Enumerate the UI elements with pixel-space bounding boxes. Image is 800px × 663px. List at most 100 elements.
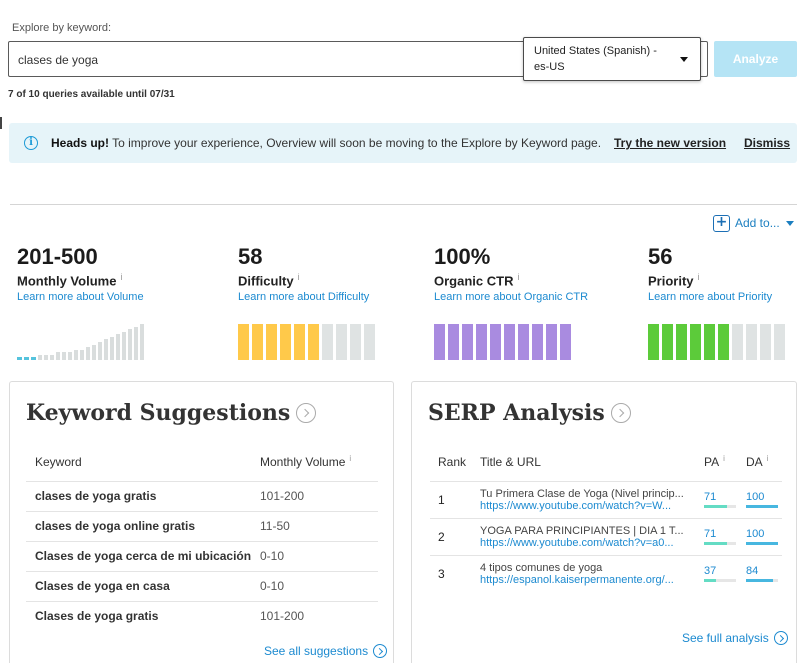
volume-bar [80,350,84,360]
see-all-suggestions-link[interactable]: See all suggestions [264,644,388,658]
card-title[interactable]: Keyword Suggestions [26,400,317,426]
query-quota: 7 of 10 queries available until 07/31 [8,89,175,100]
meter-segment [294,324,305,360]
table-row[interactable]: 2 YOGA PARA PRINCIPIANTES | DIA 1 T... htt… [430,517,782,555]
pa-value[interactable]: 37 [704,565,717,578]
card-title[interactable]: SERP Analysis [428,400,631,426]
volume-bar [110,337,114,360]
pa-cell: 71 [704,480,746,518]
chevron-right-icon[interactable] [296,403,317,423]
pa-value[interactable]: 71 [704,528,717,540]
serp-rows: 1 Tu Primera Clase de Yoga (Nivel princip… [430,480,782,592]
learn-more-link[interactable]: Learn more about Difficulty [238,291,370,304]
metric-label-text: Monthly Volume [17,273,117,289]
meter-segment [676,324,687,360]
see-all-suggestions-text: See all suggestions [264,644,369,658]
table-row[interactable]: Clases de yoga cerca de mi ubicación 0-10 [26,540,378,571]
da-value[interactable]: 100 [746,491,765,503]
info-icon[interactable]: i [517,272,520,282]
info-icon[interactable]: i [349,454,352,464]
volume-bar [116,334,120,360]
meter-segment [504,324,515,360]
column-pa[interactable]: PA i [704,443,746,481]
volume-bar [62,352,66,360]
learn-more-link[interactable]: Learn more about Priority [648,291,773,304]
metric-organic-ctr: 100% Organic CTR i Learn more about Organ… [434,244,588,303]
chevron-right-icon[interactable] [610,403,631,423]
locale-select[interactable]: United States (Spanish) - es-US [523,37,701,81]
table-row[interactable]: Clases de yoga gratis 101-200 [26,600,378,631]
keyword-suggestions-rows: clases de yoga gratis 101-200 clases de yo… [26,480,378,631]
column-rank[interactable]: Rank [438,454,467,469]
add-to-dropdown[interactable]: + Add to... [713,213,794,233]
table-row[interactable]: Clases de yoga en casa 0-10 [26,570,378,601]
learn-more-link[interactable]: Learn more about Volume [17,291,144,304]
meter-segment [308,324,319,360]
result-title[interactable]: YOGA PARA PRINCIPIANTES | DIA 1 T... [480,524,684,537]
da-value[interactable]: 84 [746,565,759,578]
info-icon[interactable]: i [697,272,700,282]
difficulty-meter [238,322,375,360]
learn-more-link[interactable]: Learn more about Organic CTR [434,291,589,304]
pa-value[interactable]: 71 [704,491,717,503]
column-keyword[interactable]: Keyword [35,454,82,469]
banner-heading: Heads up! [51,136,110,150]
volume-bar [134,327,138,360]
pa-bar [704,542,736,545]
column-da[interactable]: DA i [746,443,782,481]
serp-analysis-card: SERP Analysis Rank Title & URL PA i DA i 1… [411,381,797,663]
plus-icon: + [713,214,730,232]
pa-bar-fill [704,579,716,583]
add-to-label: Add to... [735,216,780,230]
meter-segment [718,324,729,360]
pa-bar-fill [704,505,727,508]
table-row[interactable]: clases de yoga online gratis 11-50 [26,510,378,541]
meter-segment [746,324,757,360]
keyword-cell: Clases de yoga cerca de mi ubicación [26,540,260,571]
table-row[interactable]: clases de yoga gratis 101-200 [26,480,378,511]
result-url[interactable]: https://www.youtube.com/watch?v=a0... [480,536,674,549]
volume-bar [104,339,108,360]
result-url[interactable]: https://www.youtube.com/watch?v=W... [480,499,672,512]
heads-up-banner: i Heads up! To improve your experience, … [9,123,797,163]
column-monthly-volume[interactable]: Monthly Volume i [260,443,378,481]
info-icon[interactable]: i [723,454,725,464]
metric-label: Difficulty i [238,272,369,288]
try-new-version-link[interactable]: Try the new version [614,136,727,150]
info-icon[interactable]: i [297,272,300,282]
meter-segment [336,324,347,360]
column-title-url[interactable]: Title & URL [480,454,541,469]
meter-segment [462,324,473,360]
title-url-cell: Tu Primera Clase de Yoga (Nivel princip.… [480,480,704,518]
meter-segment [532,324,543,360]
meter-segment [648,324,659,360]
volume-bar [50,355,54,360]
info-icon[interactable]: i [766,454,769,464]
rank-cell: 2 [430,517,480,555]
see-full-analysis-link[interactable]: See full analysis [682,631,788,645]
volume-bar [128,329,132,360]
info-icon[interactable]: i [120,272,123,282]
da-bar [746,505,778,508]
keyword-search-input[interactable] [18,53,518,67]
volume-bar [98,342,102,360]
pa-cell: 71 [704,517,746,555]
keyword-cell: clases de yoga online gratis [26,510,260,541]
meter-segment [662,324,673,360]
da-value[interactable]: 100 [746,528,765,540]
meter-segment [732,324,743,360]
dismiss-link[interactable]: Dismiss [744,136,791,150]
volume-bar [56,352,60,360]
meter-segment [322,324,333,360]
analyze-button[interactable]: Analyze [714,41,797,77]
result-title[interactable]: 4 tipos comunes de yoga [480,561,603,574]
volume-cell: 11-50 [260,510,378,541]
title-url-cell: 4 tipos comunes de yoga https://espanol.k… [480,554,704,592]
result-title[interactable]: Tu Primera Clase de Yoga (Nivel princip.… [480,487,684,500]
result-url[interactable]: https://espanol.kaiserpermanente.org/... [480,573,674,586]
volume-trend-chart [17,322,144,360]
table-row[interactable]: 1 Tu Primera Clase de Yoga (Nivel princip… [430,480,782,518]
meter-segment [476,324,487,360]
da-cell: 100 [746,517,782,555]
